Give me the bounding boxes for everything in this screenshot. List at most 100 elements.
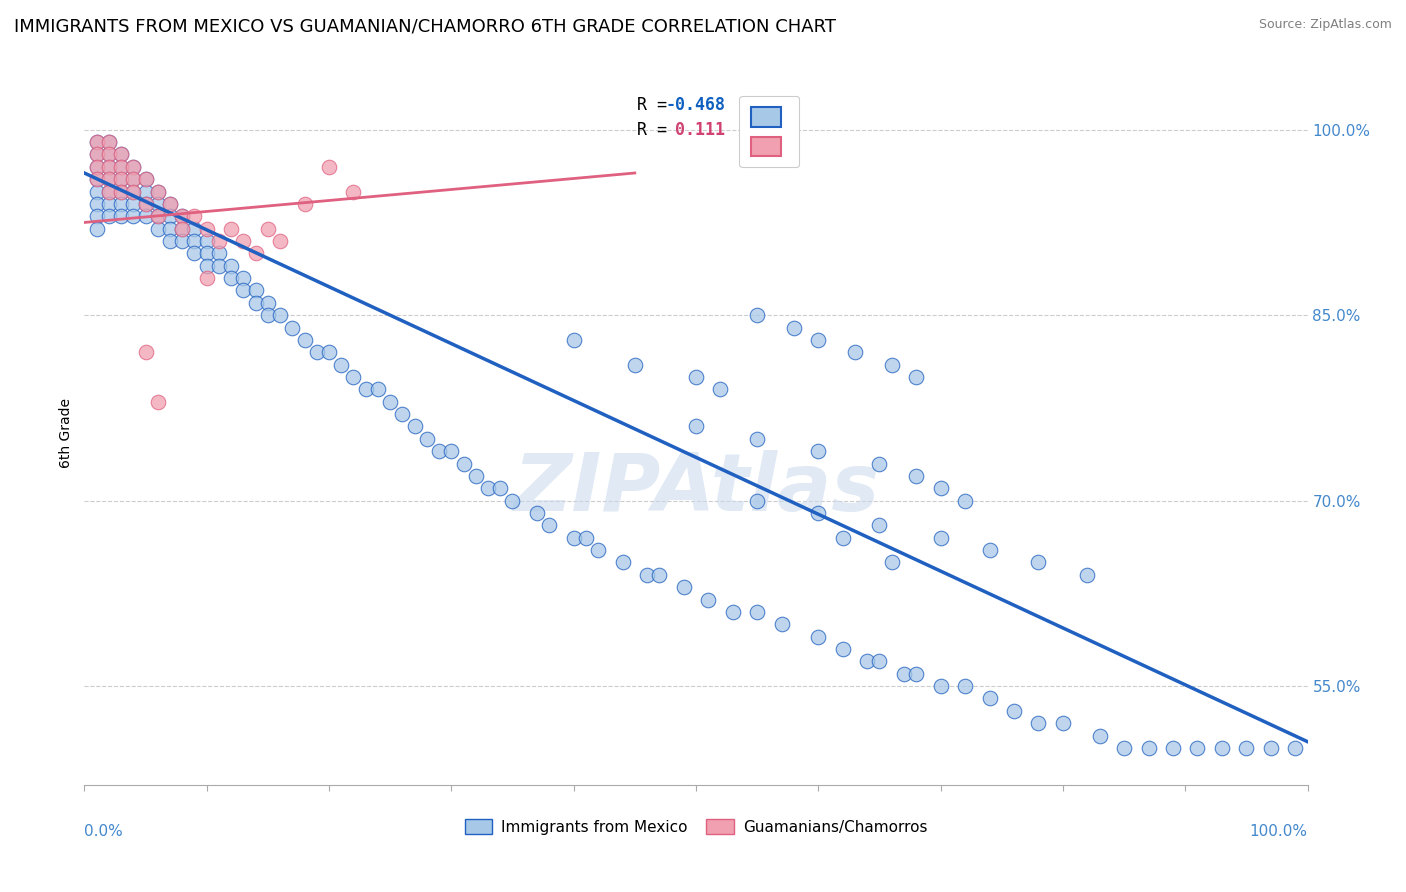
Point	[172, 221, 194, 235]
Point	[146, 197, 169, 211]
Point	[636, 567, 658, 582]
Point	[97, 197, 120, 211]
Point	[183, 234, 205, 248]
Point	[427, 444, 450, 458]
Point	[747, 605, 769, 619]
Point	[97, 185, 120, 199]
Point	[770, 617, 793, 632]
Point	[294, 333, 316, 347]
Point	[380, 394, 402, 409]
Point	[612, 556, 634, 570]
Point	[953, 679, 976, 693]
Point	[257, 295, 280, 310]
Point	[1028, 716, 1050, 731]
Point	[905, 370, 928, 384]
Point	[807, 630, 830, 644]
Point	[86, 209, 108, 223]
Point	[1260, 740, 1282, 755]
Point	[195, 246, 218, 260]
Point	[1114, 740, 1136, 755]
Text: R =: R =	[637, 96, 668, 114]
Point	[354, 382, 377, 396]
Point	[86, 160, 108, 174]
Point	[929, 481, 952, 495]
Point	[195, 234, 218, 248]
Point	[122, 185, 145, 199]
Point	[146, 221, 169, 235]
Point	[208, 234, 231, 248]
Point	[135, 209, 157, 223]
Point	[172, 221, 194, 235]
Point	[110, 197, 132, 211]
Point	[1088, 729, 1111, 743]
Point	[294, 197, 316, 211]
Point	[183, 221, 205, 235]
Point	[269, 308, 291, 322]
Point	[831, 531, 853, 545]
Point	[869, 654, 891, 668]
Point	[979, 691, 1001, 706]
Point	[135, 197, 157, 211]
Text: N =: N =	[740, 96, 770, 114]
Point	[440, 444, 463, 458]
Point	[110, 209, 132, 223]
Point	[305, 345, 328, 359]
Point	[208, 259, 231, 273]
Point	[110, 160, 132, 174]
Point	[1236, 740, 1258, 755]
Point	[1284, 740, 1306, 755]
Point	[86, 221, 108, 235]
Point	[464, 469, 486, 483]
Point	[721, 605, 744, 619]
Point	[208, 246, 231, 260]
Point	[122, 185, 145, 199]
Point	[831, 642, 853, 657]
Point	[110, 147, 132, 161]
Point	[159, 197, 181, 211]
Text: 37: 37	[766, 121, 797, 139]
Point	[110, 185, 132, 199]
Point	[880, 556, 903, 570]
Point	[562, 531, 585, 545]
Point	[1076, 567, 1098, 582]
Point	[586, 543, 609, 558]
Point	[367, 382, 389, 396]
Text: 100.0%: 100.0%	[1250, 823, 1308, 838]
Point	[172, 209, 194, 223]
Point	[219, 221, 242, 235]
Point	[97, 135, 120, 149]
Point	[159, 234, 181, 248]
Point	[159, 209, 181, 223]
Point	[195, 271, 218, 285]
Point	[953, 493, 976, 508]
Point	[1137, 740, 1160, 755]
Point	[807, 333, 830, 347]
Point	[538, 518, 561, 533]
Point	[195, 259, 218, 273]
Point	[97, 172, 120, 186]
Point	[905, 666, 928, 681]
Point	[893, 666, 915, 681]
Point	[526, 506, 548, 520]
Point	[404, 419, 426, 434]
Point	[562, 333, 585, 347]
Point	[122, 209, 145, 223]
Point	[783, 320, 806, 334]
Point	[624, 358, 647, 372]
Point	[122, 197, 145, 211]
Point	[172, 234, 194, 248]
Point	[747, 493, 769, 508]
Point	[97, 147, 120, 161]
Point	[86, 160, 108, 174]
Point	[685, 419, 707, 434]
Point	[122, 172, 145, 186]
Point	[97, 135, 120, 149]
Point	[219, 271, 242, 285]
Point	[97, 160, 120, 174]
Point	[672, 580, 695, 594]
Point	[648, 567, 671, 582]
Point	[905, 469, 928, 483]
Point	[697, 592, 720, 607]
Text: N =: N =	[740, 121, 770, 139]
Point	[869, 457, 891, 471]
